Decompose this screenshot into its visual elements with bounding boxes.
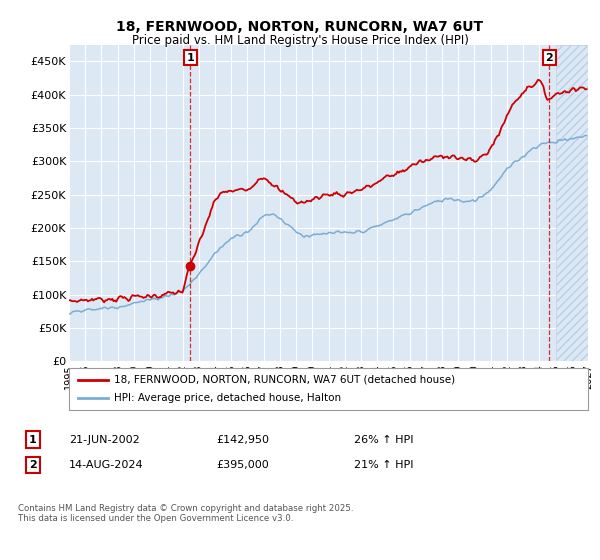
Text: 14-AUG-2024: 14-AUG-2024 — [69, 460, 143, 470]
Bar — [556, 45, 588, 361]
Text: 18, FERNWOOD, NORTON, RUNCORN, WA7 6UT: 18, FERNWOOD, NORTON, RUNCORN, WA7 6UT — [116, 20, 484, 34]
Text: 26% ↑ HPI: 26% ↑ HPI — [354, 435, 413, 445]
Text: 21% ↑ HPI: 21% ↑ HPI — [354, 460, 413, 470]
Text: 18, FERNWOOD, NORTON, RUNCORN, WA7 6UT (detached house): 18, FERNWOOD, NORTON, RUNCORN, WA7 6UT (… — [114, 375, 455, 385]
Text: HPI: Average price, detached house, Halton: HPI: Average price, detached house, Halt… — [114, 393, 341, 403]
Text: 2: 2 — [29, 460, 37, 470]
Text: 21-JUN-2002: 21-JUN-2002 — [69, 435, 140, 445]
Text: Contains HM Land Registry data © Crown copyright and database right 2025.
This d: Contains HM Land Registry data © Crown c… — [18, 504, 353, 524]
Text: 2: 2 — [545, 53, 553, 63]
Text: £142,950: £142,950 — [216, 435, 269, 445]
Text: Price paid vs. HM Land Registry's House Price Index (HPI): Price paid vs. HM Land Registry's House … — [131, 34, 469, 46]
Text: £395,000: £395,000 — [216, 460, 269, 470]
Text: 1: 1 — [186, 53, 194, 63]
Text: 1: 1 — [29, 435, 37, 445]
